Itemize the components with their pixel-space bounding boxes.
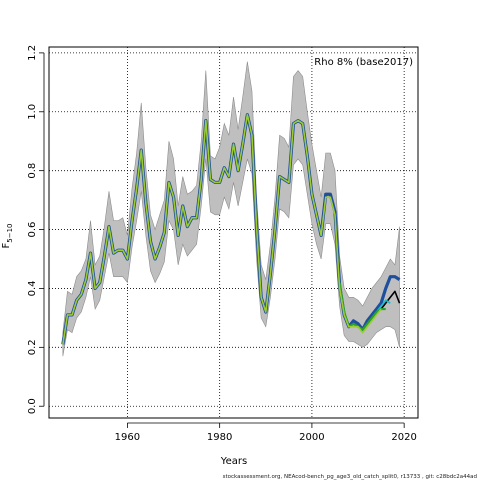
x-tick-label: 1980	[207, 432, 232, 443]
y-tick-label-group: 1.0	[27, 104, 38, 120]
y-tick-label-group: 0.2	[27, 339, 38, 355]
y-axis-title-main: F	[1, 243, 12, 249]
x-axis: 1960 1980 2000 2020	[115, 422, 417, 443]
y-tick-label: 1.0	[27, 104, 38, 120]
x-tick-label: 1960	[115, 432, 140, 443]
y-tick-label-group: 0.4	[27, 280, 38, 296]
y-tick-label: 0.2	[27, 339, 38, 355]
svg-text:F5−10: F5−10	[1, 224, 14, 249]
annotation-label: Rho 8% (base2017)	[314, 57, 413, 68]
footer-source-note: stockassessment.org, NEAcod-bench_pg_age…	[223, 474, 477, 480]
y-tick-label-group: 1.2	[27, 45, 38, 61]
y-tick-label-group: 0.8	[27, 163, 38, 179]
y-tick-label-group: 0.0	[27, 398, 38, 414]
y-axis: 0.0 0.2 0.4 0.6 0.8 1.0 1.2	[27, 45, 45, 414]
series-line-peel4	[62, 113, 382, 345]
y-axis-title: F5−10	[1, 224, 14, 249]
confidence-band	[62, 61, 400, 357]
y-tick-label: 0.6	[27, 222, 38, 238]
series-lines	[61, 113, 401, 345]
x-axis-title: Years	[220, 456, 247, 467]
gridlines	[49, 47, 418, 418]
y-axis-title-subscript: 5−10	[6, 224, 14, 243]
y-tick-label: 0.8	[27, 163, 38, 179]
confidence-band-area	[62, 61, 400, 357]
plot-frame	[48, 46, 419, 419]
x-tick-label: 2020	[391, 432, 416, 443]
x-tick-label: 2000	[299, 432, 324, 443]
y-tick-label-group: 0.6	[27, 222, 38, 238]
y-tick-label: 0.4	[27, 280, 38, 296]
y-tick-label: 0.0	[27, 398, 38, 414]
y-tick-label: 1.2	[27, 45, 38, 61]
